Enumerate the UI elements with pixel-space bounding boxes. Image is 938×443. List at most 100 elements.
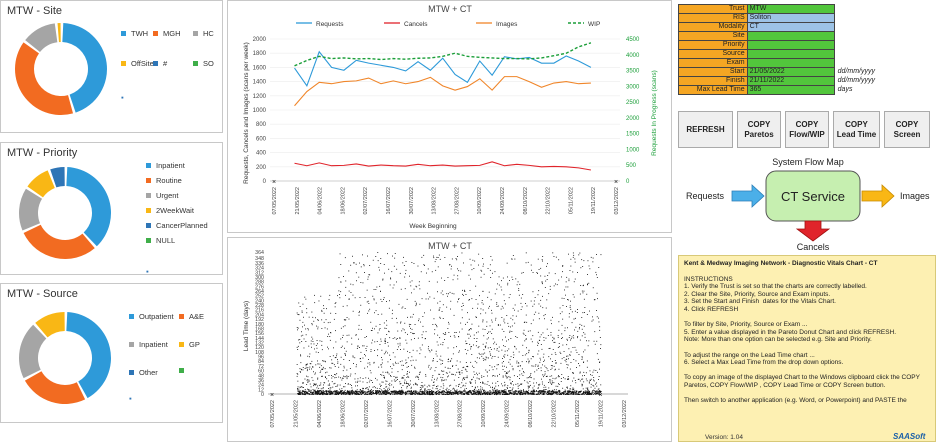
series-wip[interactable] [294,42,592,67]
lead-point [503,320,505,322]
donut-slice-gp[interactable] [35,312,65,338]
lead-point [380,374,382,375]
lead-point [436,388,438,390]
legend-item[interactable]: # [153,59,167,68]
lead-point [358,314,360,316]
lead-time-chart[interactable]: MTW + CT Lead Time (days) 01224364860728… [228,238,673,443]
donut-slice-urgent[interactable] [19,188,43,231]
lead-point [569,393,571,395]
legend-marker: ▪ [121,93,124,102]
donut-slice-offsite[interactable] [57,23,61,43]
donut-slice-outpatient[interactable] [66,312,111,399]
site-donut[interactable] [11,19,111,119]
control-input-site[interactable] [746,31,835,41]
lead-point [428,384,430,386]
legend-item[interactable]: GP [179,340,200,349]
lead-point [579,339,581,341]
legend-item[interactable]: NULL [146,236,175,245]
legend-item[interactable]: 2WeekWait [146,206,194,215]
lead-point [480,386,482,388]
source-donut[interactable] [15,308,115,408]
series-images[interactable] [294,76,591,107]
lead-point [316,391,318,393]
lead-point [359,380,361,382]
lead-point [332,355,334,357]
lead-point [587,391,589,393]
copy-screen-button[interactable]: COPY Screen [884,111,930,148]
lead-point [321,328,323,329]
lead-point [362,282,364,284]
flow-y-tick: 1200 [253,94,267,100]
control-note-start: dd/mm/yyyy [837,68,875,75]
lead-point [487,347,489,349]
legend-item[interactable]: Urgent [146,191,179,200]
control-input-source[interactable] [746,49,835,59]
legend-item[interactable]: Routine [146,176,182,185]
control-input-trust[interactable]: MTW [746,4,835,14]
lead-point [491,333,493,334]
lead-point [509,363,511,365]
donut-slice-mgh[interactable] [15,42,74,115]
control-input-ris[interactable]: Soliton [746,13,835,23]
legend-item[interactable]: TWH [121,29,148,38]
copy-paretos-button[interactable]: COPY Paretos [737,111,781,148]
lead-point [403,377,405,379]
lead-point [594,331,596,333]
lead-point [309,383,311,385]
lead-y-tick: 324 [255,266,264,272]
lead-point [514,346,516,348]
control-input-exam[interactable] [746,58,835,68]
legend-item[interactable]: CancerPlanned [146,221,208,230]
donut-slice-cancerplanned[interactable] [50,167,65,188]
lead-point [368,310,370,312]
legend-item[interactable] [179,368,189,373]
lead-point [506,392,508,394]
priority-donut[interactable] [15,163,115,263]
donut-slice-routine[interactable] [23,224,95,259]
lead-point [558,259,560,261]
lead-point [493,388,495,390]
lead-point [583,284,584,286]
control-input-start[interactable]: 21/05/2022 [746,67,835,77]
legend-item[interactable]: MGH [153,29,181,38]
donut-slice-2weekwait[interactable] [27,170,55,198]
lead-point [410,392,412,394]
lead-point [541,390,543,392]
copy-lead-time-button[interactable]: COPY Lead Time [833,111,880,148]
flow-chart[interactable]: MTW + CT Requests Cancels Images WIP Req… [228,1,673,234]
lead-point [462,379,464,381]
donut-slice-inpatient[interactable] [66,167,111,247]
legend-item[interactable]: Other [129,368,158,377]
lead-point [386,393,388,395]
control-input-priority[interactable] [746,40,835,50]
copy-flow-button[interactable]: COPY Flow/WIP [785,111,829,148]
lead-point [474,387,476,389]
donut-slice-hc[interactable] [25,23,58,53]
control-input-max-lead-time[interactable]: 365 [746,85,835,95]
legend-item[interactable]: SO [193,59,214,68]
donut-slice-a&e[interactable] [24,371,86,404]
series-requests[interactable] [294,50,592,88]
lead-point [465,294,467,295]
lead-point [429,351,431,353]
lead-point [489,390,491,392]
lead-point [328,388,329,389]
legend-item[interactable]: OffSite [121,59,154,68]
lead-point [347,392,349,394]
control-input-finish[interactable]: 21/11/2022 [746,76,835,86]
donut-slice-inpatient[interactable] [18,324,47,379]
lead-point [492,272,493,274]
series-cancels[interactable] [294,161,592,171]
lead-point [360,304,362,306]
control-input-modality[interactable]: CT [746,22,835,32]
refresh-button[interactable]: REFRESH [678,111,733,148]
legend-item[interactable]: Outpatient [129,312,174,321]
legend-item[interactable]: A&E [179,312,204,321]
legend-item[interactable]: HC [193,29,214,38]
legend-item[interactable]: Inpatient [129,340,168,349]
donut-slice-twh[interactable] [62,23,107,113]
lead-point [475,393,477,395]
lead-point [575,360,577,362]
legend-item[interactable]: Inpatient [146,161,185,170]
lead-point [436,324,437,326]
